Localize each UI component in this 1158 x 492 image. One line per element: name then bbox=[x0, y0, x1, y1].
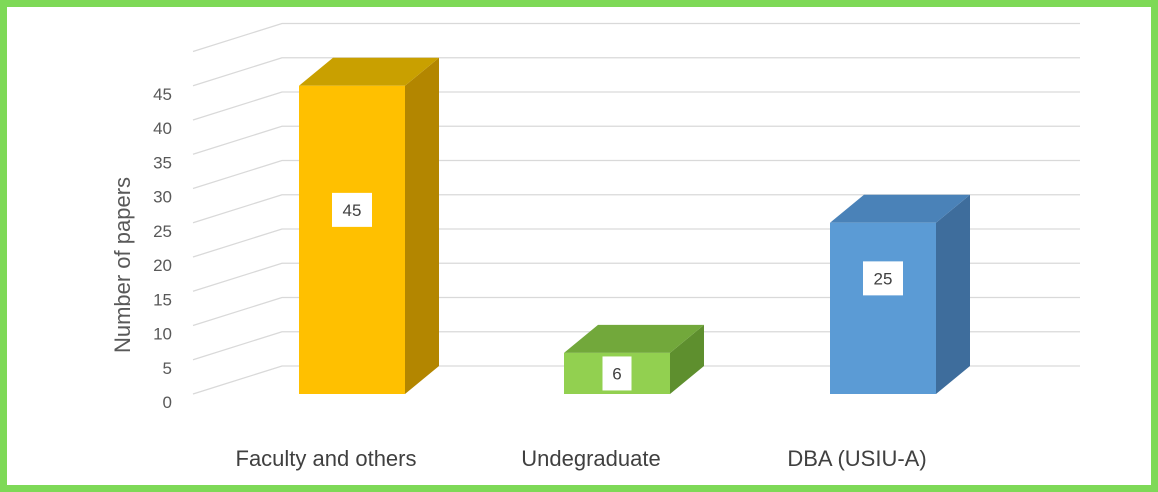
data-label-box bbox=[602, 356, 632, 391]
data-label-box bbox=[863, 261, 903, 296]
y-tick-label: 25 bbox=[153, 222, 172, 241]
y-tick-label: 0 bbox=[163, 393, 172, 412]
data-label: 45 bbox=[332, 192, 372, 227]
y-tick-label: 5 bbox=[163, 359, 172, 378]
bar-front bbox=[830, 222, 936, 394]
bar-side bbox=[936, 194, 970, 394]
gridline bbox=[192, 57, 1080, 87]
y-axis-title: Number of papers bbox=[110, 177, 135, 353]
gridline bbox=[192, 228, 1080, 258]
gridline bbox=[192, 296, 1080, 327]
gridlines bbox=[192, 22, 1080, 395]
y-axis-ticks: 0 5 10 15 20 25 30 35 40 45 bbox=[153, 85, 172, 412]
bar bbox=[564, 324, 704, 394]
data-label: 25 bbox=[863, 261, 903, 296]
data-labels: 45 6 25 bbox=[332, 192, 903, 391]
data-label-box bbox=[332, 192, 372, 227]
gridline bbox=[192, 194, 1080, 224]
bars bbox=[299, 57, 970, 394]
data-label-text: 6 bbox=[612, 364, 621, 383]
bar bbox=[830, 194, 970, 394]
bar-side bbox=[405, 57, 439, 394]
data-label-text: 45 bbox=[343, 201, 362, 220]
category-labels: Faculty and others Undegraduate DBA (USIU-… bbox=[236, 446, 927, 471]
bar-top bbox=[564, 324, 704, 353]
gridline bbox=[192, 262, 1080, 292]
y-tick-label: 20 bbox=[153, 256, 172, 275]
y-tick-label: 30 bbox=[153, 188, 172, 207]
bar-top bbox=[830, 194, 970, 223]
bar-side bbox=[670, 324, 704, 394]
y-tick-label: 15 bbox=[153, 290, 172, 309]
gridline bbox=[192, 331, 1080, 361]
bar-top bbox=[299, 57, 439, 86]
gridline bbox=[192, 91, 1080, 121]
y-tick-label: 35 bbox=[153, 153, 172, 172]
gridline bbox=[192, 365, 1080, 395]
gridline bbox=[192, 22, 1080, 53]
bar bbox=[299, 57, 439, 394]
category-label: Undegraduate bbox=[521, 446, 660, 471]
data-label-text: 25 bbox=[874, 269, 893, 288]
y-tick-label: 40 bbox=[153, 119, 172, 138]
bar-front bbox=[299, 85, 405, 394]
y-tick-label: 10 bbox=[153, 325, 172, 344]
category-label: Faculty and others bbox=[236, 446, 417, 471]
gridline bbox=[192, 159, 1080, 190]
gridline bbox=[192, 125, 1080, 155]
category-label: DBA (USIU-A) bbox=[787, 446, 926, 471]
y-tick-label: 45 bbox=[153, 85, 172, 104]
data-label: 6 bbox=[602, 356, 632, 391]
